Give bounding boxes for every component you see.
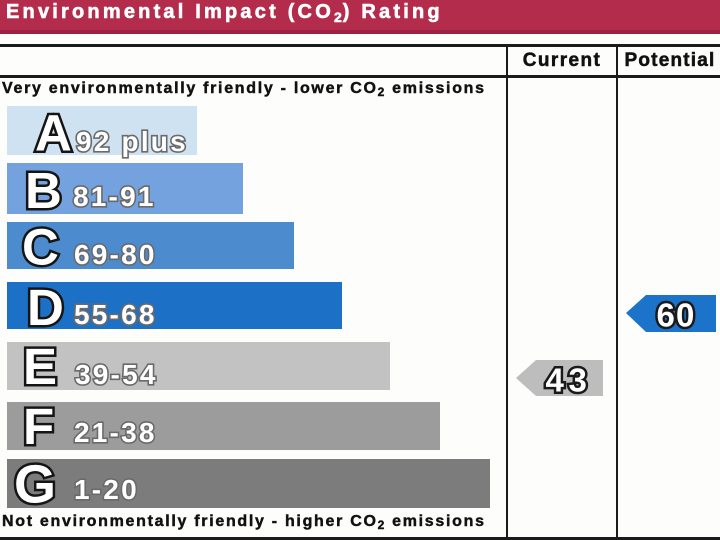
svg-text:B: B [25, 162, 62, 219]
svg-text:G: G [14, 455, 56, 515]
svg-text:92 plus: 92 plus [76, 126, 188, 157]
svg-text:39-54: 39-54 [75, 359, 158, 390]
svg-text:21-38: 21-38 [74, 417, 157, 448]
svg-text:A: A [35, 105, 72, 162]
svg-text:E: E [23, 338, 57, 395]
svg-text:69-80: 69-80 [74, 239, 157, 270]
svg-text:D: D [27, 279, 64, 336]
svg-text:F: F [23, 398, 54, 455]
svg-text:1-20: 1-20 [74, 474, 139, 505]
svg-text:C: C [22, 219, 59, 276]
svg-text:55-68: 55-68 [74, 299, 157, 330]
svg-text:60: 60 [656, 297, 695, 334]
svg-text:81-91: 81-91 [73, 181, 156, 212]
svg-text:43: 43 [545, 362, 591, 399]
